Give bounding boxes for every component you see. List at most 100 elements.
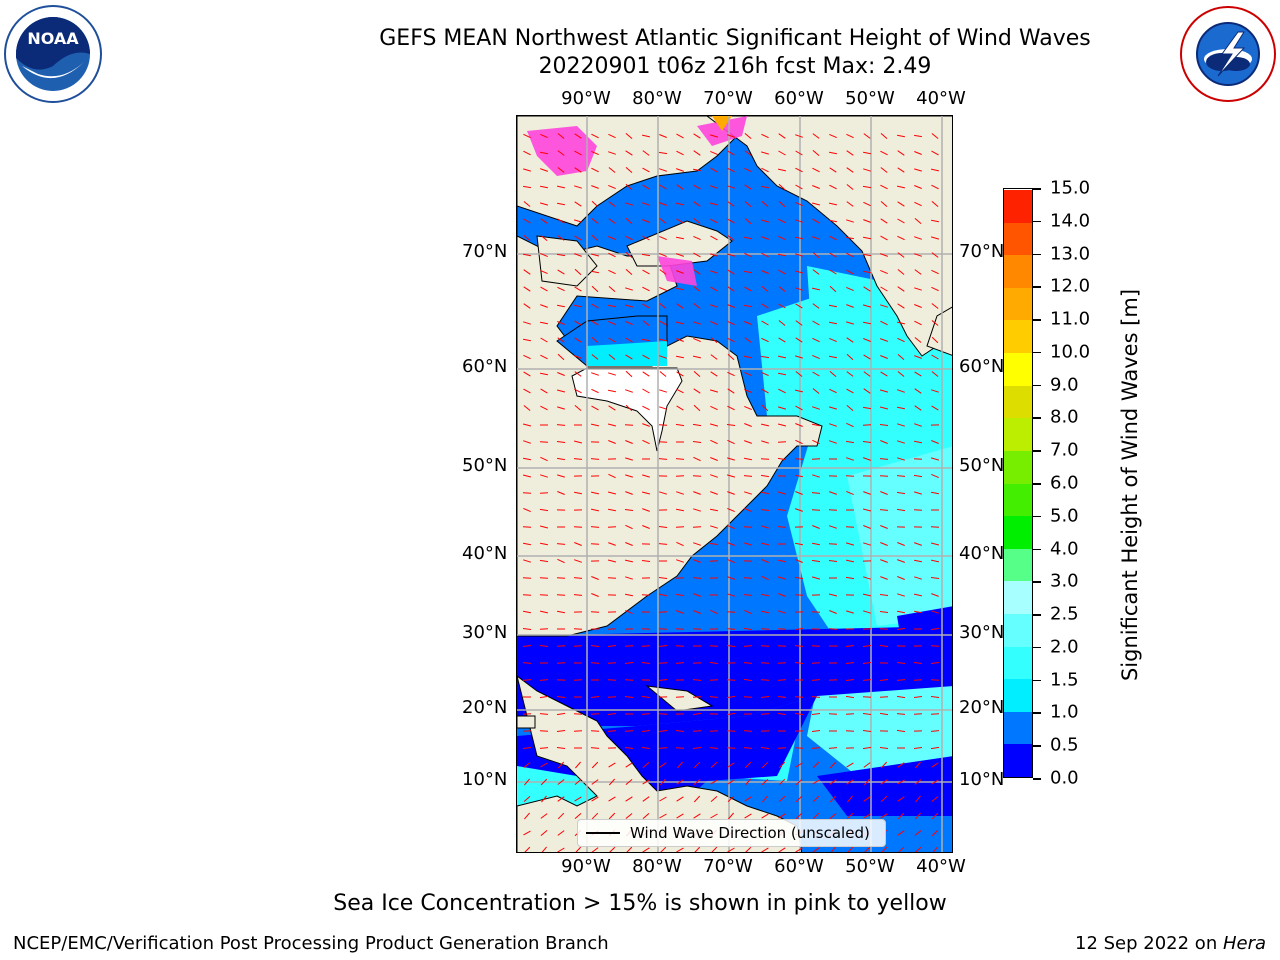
wave-direction-arrow <box>574 371 582 377</box>
wave-direction-arrow <box>556 747 566 749</box>
wave-direction-arrow <box>811 576 821 580</box>
wave-direction-arrow <box>794 645 804 647</box>
wave-direction-arrow <box>727 507 735 513</box>
wave-direction-arrow <box>524 778 530 786</box>
wave-direction-arrow <box>828 713 838 715</box>
map-legend: Wind Wave Direction (unscaled) <box>577 819 886 847</box>
wave-direction-arrow <box>693 779 701 785</box>
wave-direction-arrow <box>556 543 566 545</box>
wave-direction-arrow <box>744 304 752 308</box>
wave-direction-arrow <box>676 796 684 802</box>
wave-direction-arrow <box>862 185 872 189</box>
wave-direction-arrow <box>846 337 854 343</box>
wave-direction-arrow <box>795 491 803 495</box>
wave-direction-arrow <box>590 747 600 749</box>
colorbar-tick-mark <box>1033 417 1041 419</box>
wave-direction-arrow <box>727 576 735 580</box>
wave-direction-arrow <box>812 354 820 360</box>
noaa-logo: NOAA <box>2 4 104 108</box>
wave-direction-arrow <box>727 185 735 189</box>
wave-direction-arrow <box>778 610 786 614</box>
wave-direction-arrow <box>710 270 718 274</box>
wave-direction-arrow <box>880 201 888 207</box>
wave-direction-arrow <box>625 762 633 768</box>
wave-direction-arrow <box>897 286 905 292</box>
wave-direction-arrow <box>897 610 905 614</box>
wave-direction-arrow <box>863 286 871 292</box>
wave-direction-arrow <box>829 337 837 343</box>
wave-direction-arrow <box>658 713 668 715</box>
wave-direction-arrow <box>642 388 650 394</box>
wave-direction-arrow <box>931 303 939 309</box>
wave-direction-arrow <box>760 713 770 715</box>
wave-direction-arrow <box>862 253 872 257</box>
wave-direction-arrow <box>540 778 548 786</box>
wave-direction-arrow <box>812 388 820 394</box>
wave-direction-arrow <box>642 202 650 206</box>
wave-direction-arrow <box>743 627 753 631</box>
wave-direction-arrow <box>880 218 888 224</box>
wave-direction-arrow <box>863 813 871 819</box>
producer-credit: NCEP/EMC/Verification Post Processing Pr… <box>13 933 609 954</box>
wave-direction-arrow <box>761 133 769 139</box>
wave-direction-arrow <box>761 185 769 189</box>
wave-direction-arrow <box>931 201 939 207</box>
wave-direction-arrow <box>693 133 701 139</box>
wave-direction-arrow <box>573 440 583 444</box>
wave-direction-arrow <box>727 762 735 768</box>
wave-direction-arrow <box>523 269 531 275</box>
wave-direction-arrow <box>761 286 769 292</box>
wave-direction-arrow <box>846 304 854 308</box>
colorbar-segment <box>1004 678 1032 712</box>
wave-direction-arrow <box>812 761 820 769</box>
wave-direction-arrow <box>556 185 566 189</box>
wave-direction-arrow <box>829 525 837 529</box>
wave-direction-arrow <box>574 268 582 276</box>
wave-direction-arrow <box>812 218 820 224</box>
wave-direction-arrow <box>795 184 803 190</box>
wave-direction-arrow <box>863 338 871 342</box>
wave-direction-arrow <box>881 846 888 852</box>
wave-direction-arrow <box>692 577 702 579</box>
wave-direction-arrow <box>573 628 583 630</box>
wave-direction-arrow <box>726 474 736 478</box>
wave-direction-arrow <box>523 321 531 325</box>
wave-direction-arrow <box>660 846 667 852</box>
wave-direction-arrow <box>744 133 752 139</box>
wave-direction-arrow <box>896 475 906 477</box>
wave-direction-arrow <box>590 526 600 528</box>
wave-direction-arrow <box>931 286 939 292</box>
wave-direction-arrow <box>591 388 599 394</box>
wave-direction-arrow <box>829 813 837 819</box>
wave-direction-arrow <box>760 610 770 614</box>
wave-direction-arrow <box>845 662 855 664</box>
wave-direction-arrow <box>915 846 922 852</box>
wave-direction-arrow <box>608 354 616 360</box>
wave-direction-arrow <box>625 133 633 139</box>
wave-direction-arrow <box>608 372 616 376</box>
wave-direction-arrow <box>778 303 786 309</box>
wave-direction-arrow <box>710 405 718 411</box>
wave-direction-arrow <box>880 525 888 529</box>
wave-direction-arrow <box>795 474 803 478</box>
wave-direction-arrow <box>591 337 599 343</box>
wave-direction-arrow <box>744 389 752 393</box>
wave-direction-arrow <box>625 287 633 291</box>
wave-direction-arrow <box>743 645 753 647</box>
wave-direction-arrow <box>761 303 769 309</box>
wave-direction-arrow <box>879 747 889 749</box>
colorbar-tick-label: 9.0 <box>1050 374 1079 396</box>
colorbar-tick-mark <box>1033 745 1041 747</box>
wave-direction-arrow <box>829 779 837 785</box>
wave-direction-arrow <box>761 778 769 786</box>
wave-direction-arrow <box>523 303 531 309</box>
wave-direction-arrow <box>557 779 565 785</box>
wave-direction-arrow <box>692 679 702 681</box>
wave-direction-arrow <box>932 846 938 852</box>
wave-direction-arrow <box>846 371 854 377</box>
wave-direction-arrow <box>658 526 668 528</box>
wave-direction-arrow <box>914 779 922 785</box>
wave-direction-arrow <box>862 679 872 681</box>
wave-direction-arrow <box>777 696 787 698</box>
wave-direction-arrow <box>761 440 769 444</box>
